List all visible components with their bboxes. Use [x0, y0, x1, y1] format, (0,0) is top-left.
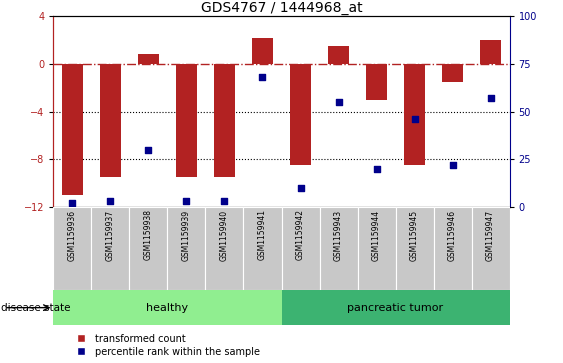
Point: [410, 116, 419, 122]
Point: [486, 95, 495, 101]
Bar: [395, 207, 434, 290]
Bar: [442, 64, 463, 82]
Bar: [282, 290, 510, 325]
Text: GSM1159941: GSM1159941: [258, 209, 267, 260]
Text: disease state: disease state: [1, 303, 70, 313]
Text: GSM1159940: GSM1159940: [220, 209, 229, 261]
Point: [448, 162, 457, 168]
Bar: [366, 64, 387, 100]
Bar: [434, 207, 471, 290]
Bar: [404, 64, 425, 165]
Text: GSM1159947: GSM1159947: [486, 209, 495, 261]
Bar: [243, 207, 282, 290]
Bar: [480, 40, 501, 64]
Bar: [282, 207, 320, 290]
Point: [144, 147, 153, 152]
Legend: transformed count, percentile rank within the sample: transformed count, percentile rank withi…: [68, 330, 263, 360]
Point: [182, 198, 191, 204]
Bar: [472, 207, 510, 290]
Bar: [205, 207, 243, 290]
Text: GSM1159937: GSM1159937: [106, 209, 115, 261]
Bar: [53, 290, 282, 325]
Text: GSM1159946: GSM1159946: [448, 209, 457, 261]
Bar: [214, 64, 235, 177]
Point: [372, 166, 381, 172]
Title: GDS4767 / 1444968_at: GDS4767 / 1444968_at: [200, 1, 363, 15]
Bar: [129, 207, 168, 290]
Bar: [62, 64, 83, 195]
Bar: [320, 207, 358, 290]
Bar: [91, 207, 129, 290]
Point: [334, 99, 343, 105]
Point: [296, 185, 305, 191]
Text: pancreatic tumor: pancreatic tumor: [347, 303, 444, 313]
Bar: [168, 207, 205, 290]
Text: GSM1159939: GSM1159939: [182, 209, 191, 261]
Bar: [358, 207, 395, 290]
Point: [68, 200, 77, 206]
Text: GSM1159945: GSM1159945: [410, 209, 419, 261]
Text: GSM1159942: GSM1159942: [296, 209, 305, 260]
Point: [258, 74, 267, 80]
Bar: [290, 64, 311, 165]
Point: [106, 198, 115, 204]
Text: GSM1159936: GSM1159936: [68, 209, 77, 261]
Bar: [100, 64, 121, 177]
Text: GSM1159943: GSM1159943: [334, 209, 343, 261]
Point: [220, 198, 229, 204]
Text: healthy: healthy: [146, 303, 189, 313]
Text: GSM1159944: GSM1159944: [372, 209, 381, 261]
Bar: [328, 46, 349, 64]
Text: GSM1159938: GSM1159938: [144, 209, 153, 260]
Bar: [252, 38, 273, 64]
Bar: [138, 54, 159, 64]
Bar: [176, 64, 197, 177]
Bar: [53, 207, 91, 290]
